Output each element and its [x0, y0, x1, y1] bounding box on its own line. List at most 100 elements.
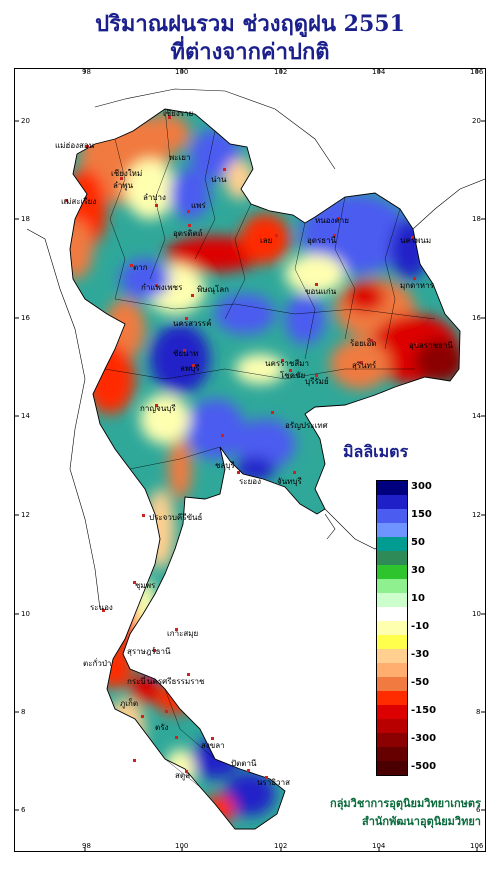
lon-tick-100-bottom: 100: [175, 842, 189, 850]
coast-east: [324, 513, 336, 540]
legend-swatch: [377, 509, 407, 523]
place-label: ขอนแก่น: [305, 287, 337, 296]
place-label: สุราษฎร์ธานี: [127, 647, 171, 656]
place-label: จันทบุรี: [277, 477, 302, 486]
place-label: แพร่: [191, 201, 206, 210]
legend-swatch: [377, 649, 407, 663]
station-markers: [65, 116, 418, 779]
lat-tick-6-right: 6: [476, 806, 481, 814]
lon-tick-106-bottom: 106: [470, 842, 484, 850]
place-label: สุรินทร์: [352, 361, 377, 370]
province-boundaries: [104, 108, 436, 788]
place-label: สงขลา: [201, 741, 225, 750]
legend-swatch: [377, 607, 407, 621]
place-label: แม่สะเรียง: [61, 197, 97, 206]
lat-tick-12-right: 12: [472, 511, 481, 519]
place-label: เชียงราย: [163, 109, 194, 118]
lat-tick-12: 12: [21, 511, 30, 519]
place-label: นครสวรรค์: [173, 319, 212, 328]
legend-label: -50: [411, 677, 430, 688]
lat-tick-20: 20: [21, 117, 30, 125]
legend-label: -500: [411, 761, 437, 772]
legend-swatch: [377, 551, 407, 565]
place-label: กำแพงเพชร: [141, 283, 183, 292]
legend-swatch: [377, 565, 407, 579]
place-label: กาญจนบุรี: [140, 404, 176, 413]
credit-department: กลุ่มวิชาการอุตุนิยมวิทยาเกษตร: [330, 797, 481, 810]
place-label: นครราชสีมา: [265, 359, 309, 368]
border-laos: [412, 178, 486, 230]
lat-tick-20-right: 20: [472, 117, 481, 125]
place-label: เชียงใหม่: [111, 169, 143, 178]
lat-tick-10-right: 10: [472, 610, 481, 618]
place-label: ร้อยเอ็ด: [350, 339, 377, 348]
place-label: ตรัง: [155, 723, 169, 732]
legend-label: 300: [411, 481, 432, 492]
lon-tick-104: 104: [372, 68, 386, 76]
place-label: ปัตตานี: [231, 759, 257, 768]
lon-tick-102: 102: [274, 68, 288, 76]
lat-tick-14-right: 14: [472, 412, 481, 420]
map-title: ปริมาณฝนรวม ช่วงฤดูฝน 2551: [95, 11, 405, 37]
legend-label: -30: [411, 649, 430, 660]
legend-swatch: [377, 663, 407, 677]
border-myanmar: [26, 228, 101, 610]
thailand-outline: [69, 108, 461, 830]
legend-swatch: [377, 747, 407, 761]
lat-tick-14: 14: [21, 412, 30, 420]
legend-swatch: [377, 621, 407, 635]
place-label: เลย: [260, 236, 273, 245]
place-label: น่าน: [211, 175, 227, 184]
legend-swatch: [377, 761, 407, 775]
place-label: ตะกั่วป่า: [83, 659, 112, 668]
place-label: ลำปาง: [143, 193, 166, 202]
lon-tick-98-bottom: 98: [82, 842, 91, 850]
legend-unit-label: มิลลิเมตร: [343, 442, 409, 461]
lon-tick-102-bottom: 102: [274, 842, 288, 850]
place-label: สตูล: [175, 771, 190, 780]
legend-swatch: [377, 495, 407, 509]
legend-swatch: [377, 635, 407, 649]
place-label: อุดรธานี: [307, 236, 337, 245]
place-label: ชลบุรี: [215, 461, 235, 470]
place-label: ลพบุรี: [180, 364, 200, 373]
legend-swatch: [377, 691, 407, 705]
place-label: หนองคาย: [315, 216, 349, 225]
legend-swatch: [377, 733, 407, 747]
map-frame: 98 100 102 104 106 98 100 102 104 106 20…: [14, 68, 486, 852]
legend-label: 30: [411, 565, 425, 576]
legend-swatch: [377, 677, 407, 691]
legend-swatch: [377, 593, 407, 607]
place-label: แม่ฮ่องสอน: [55, 141, 95, 150]
place-label: กระบี่: [127, 677, 146, 686]
lat-tick-6: 6: [21, 806, 26, 814]
place-label: อุตรดิตถ์: [173, 229, 203, 238]
legend-label: 150: [411, 509, 432, 520]
place-label: อุบลราชธานี: [409, 341, 453, 350]
legend-swatch: [377, 579, 407, 593]
legend-label: 50: [411, 537, 425, 548]
lat-tick-10: 10: [21, 610, 30, 618]
lon-tick-106: 106: [470, 68, 484, 76]
lat-tick-8-right: 8: [476, 708, 481, 716]
place-label: มุกดาหาร: [400, 281, 434, 290]
legend-swatch: [377, 705, 407, 719]
place-label: นครศรีธรรมราช: [147, 677, 205, 686]
color-legend: [376, 480, 408, 776]
legend-label: -150: [411, 705, 437, 716]
place-label: นครพนม: [400, 236, 432, 245]
border-north: [94, 88, 336, 170]
place-label: โชคชัย: [280, 371, 306, 380]
lon-tick-100: 100: [175, 68, 189, 76]
legend-label: 10: [411, 593, 425, 604]
map-subtitle: ที่ต่างจากค่าปกติ: [170, 39, 330, 65]
legend-swatch: [377, 719, 407, 733]
place-label: พะเยา: [169, 153, 191, 162]
lon-tick-98: 98: [82, 68, 91, 76]
place-label: ระยอง: [239, 477, 261, 486]
place-label: บุรีรัมย์: [305, 377, 329, 386]
place-label: พิษณุโลก: [197, 285, 230, 294]
lat-tick-8: 8: [21, 708, 26, 716]
lat-tick-16-right: 16: [472, 314, 481, 322]
place-label: เกาะสมุย: [167, 629, 199, 638]
